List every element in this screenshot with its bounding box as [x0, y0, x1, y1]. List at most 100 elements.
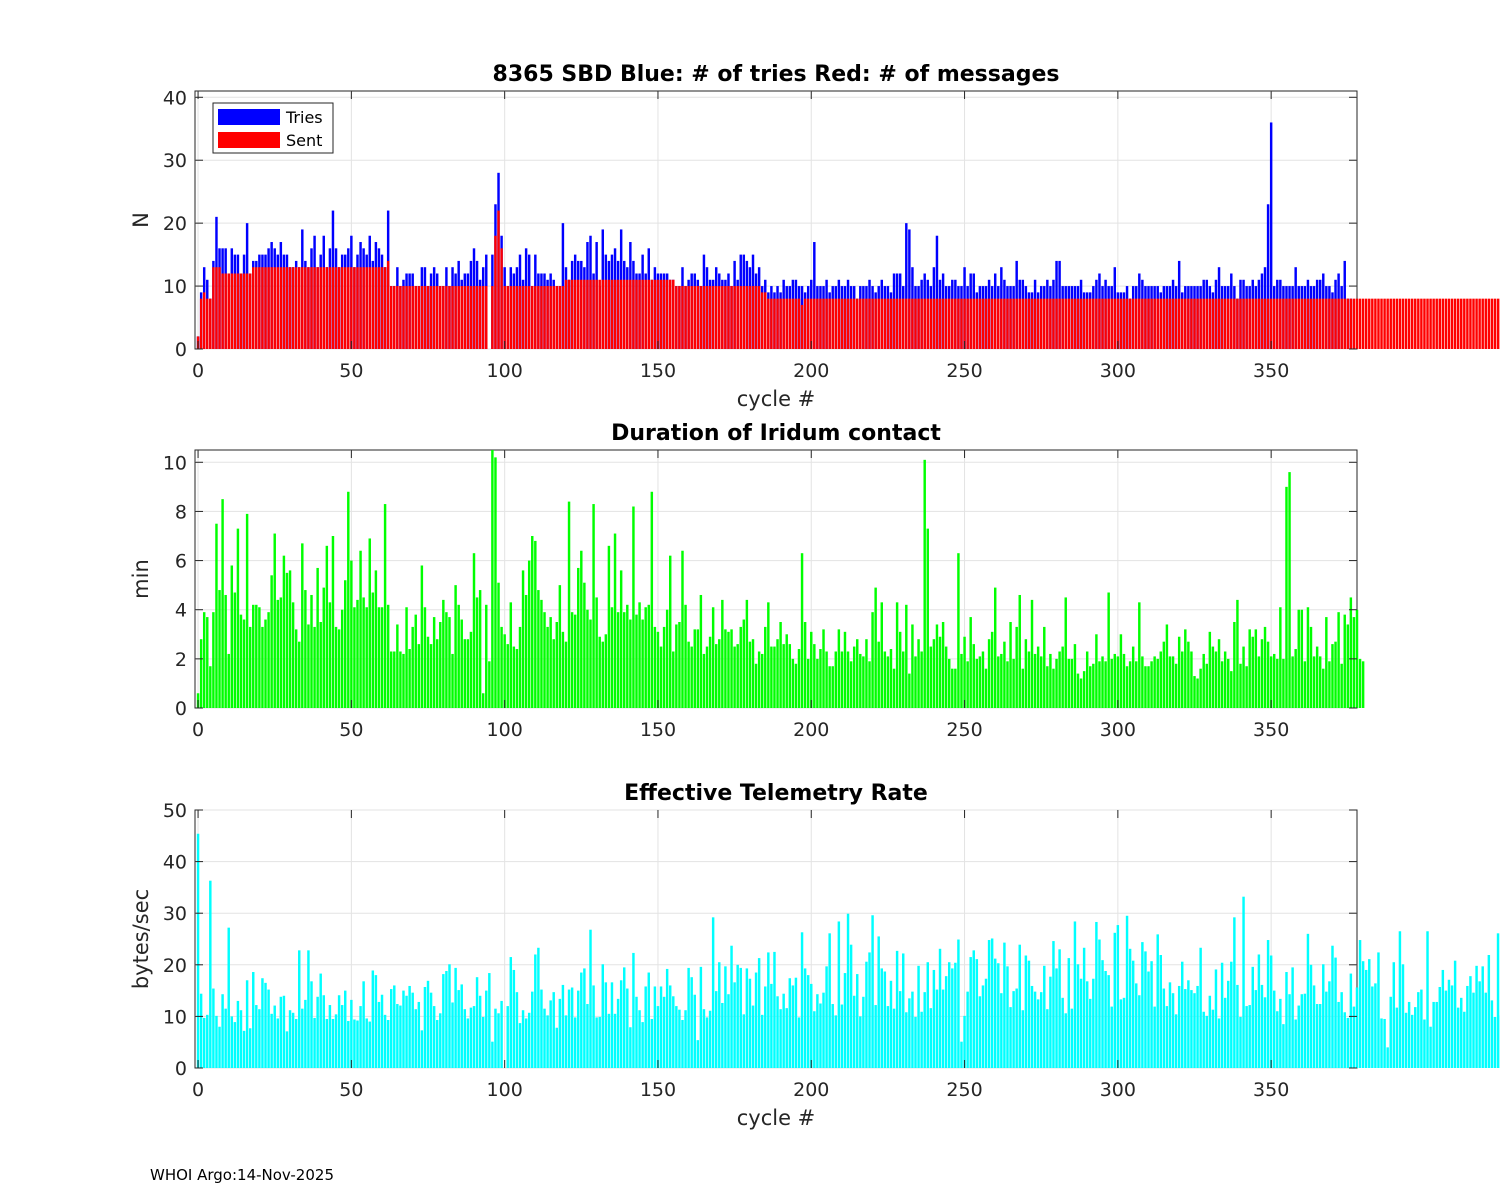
bar-duration: [1165, 624, 1169, 708]
x-tick-label: 300: [1100, 360, 1136, 382]
bar-sent: [423, 286, 427, 349]
bar-sent: [760, 292, 764, 349]
bar-rate: [705, 1017, 709, 1068]
bar-rate: [481, 1016, 485, 1068]
chart-title-2: Duration of Iridum contact: [611, 421, 941, 446]
bar-duration: [1110, 658, 1113, 708]
bar-duration: [877, 641, 880, 708]
bar-duration: [852, 646, 856, 708]
bar-duration: [491, 450, 494, 708]
bar-sent: [990, 298, 994, 349]
bar-sent: [1456, 298, 1460, 349]
bar-rate: [871, 915, 874, 1068]
bar-sent: [212, 267, 215, 349]
bar-duration: [1337, 612, 1340, 708]
bar-duration: [727, 631, 730, 708]
bar-duration: [834, 651, 838, 708]
bar-duration: [334, 626, 338, 708]
bar-duration: [1177, 636, 1181, 708]
bar-rate: [1453, 960, 1457, 1068]
bar-duration: [785, 634, 788, 708]
bar-duration: [1024, 639, 1028, 708]
bar-duration: [892, 668, 896, 708]
bar-duration: [1315, 646, 1319, 708]
bar-duration: [1248, 629, 1251, 708]
bar-sent: [708, 286, 712, 349]
bar-duration: [1061, 646, 1064, 708]
bar-rate: [396, 1004, 399, 1068]
bar-sent: [1150, 298, 1153, 349]
bar-sent: [546, 286, 549, 349]
bar-duration: [1119, 634, 1123, 708]
bar-rate: [1196, 985, 1199, 1068]
bar-sent: [1364, 298, 1368, 349]
bar-sent: [1147, 298, 1150, 349]
bar-rate: [307, 950, 310, 1068]
bar-rate: [963, 1015, 966, 1068]
bar-duration: [1138, 602, 1141, 708]
bar-rate: [969, 957, 972, 1068]
bar-duration: [273, 533, 276, 708]
bar-rate: [1141, 942, 1144, 1068]
bar-rate: [224, 1008, 227, 1068]
bar-sent: [810, 298, 813, 349]
bar-sent: [653, 279, 657, 349]
x-tick-label: 300: [1100, 719, 1136, 741]
bar-rate: [1276, 1011, 1279, 1068]
bar-duration: [1095, 634, 1098, 708]
bar-sent: [1438, 298, 1441, 349]
bar-rate: [1116, 925, 1120, 1068]
bar-duration: [905, 604, 908, 708]
bar-rate: [1239, 1016, 1242, 1068]
bar-duration: [757, 651, 761, 708]
bar-sent: [1285, 298, 1288, 349]
bar-duration: [279, 597, 283, 708]
bar-rate: [978, 996, 982, 1068]
bar-sent: [800, 304, 804, 349]
bar-duration: [426, 636, 430, 708]
bar-duration: [1003, 641, 1006, 708]
bar-rate: [984, 978, 988, 1068]
bar-rate: [414, 1009, 417, 1068]
bar-duration: [1122, 653, 1126, 708]
bar-duration: [767, 602, 770, 708]
bar-rate: [1000, 993, 1003, 1068]
bar-sent: [681, 286, 684, 349]
bar-duration: [1288, 472, 1291, 708]
bar-sent: [1162, 298, 1166, 349]
bar-duration: [1361, 661, 1365, 708]
x-tick-label: 200: [793, 1079, 829, 1101]
bar-sent: [1414, 298, 1417, 349]
bar-sent: [236, 273, 240, 349]
bar-rate: [1205, 1015, 1208, 1068]
bar-rate: [714, 991, 718, 1068]
bar-sent: [1205, 298, 1208, 349]
bar-rate: [475, 977, 479, 1068]
bar-sent: [518, 286, 522, 349]
bar-rate: [362, 981, 365, 1068]
bar-sent: [1021, 298, 1025, 349]
bar-rate: [1414, 1007, 1417, 1068]
bar-sent: [1089, 298, 1092, 349]
bar-sent: [785, 298, 788, 349]
bar-sent: [1177, 298, 1181, 349]
bar-rate: [629, 1027, 632, 1068]
bar-rate: [788, 978, 792, 1068]
bar-rate: [895, 950, 899, 1068]
bar-rate: [932, 969, 936, 1068]
bar-duration: [941, 622, 945, 708]
bar-sent: [285, 267, 289, 349]
bar-duration: [586, 609, 589, 708]
bar-rate: [736, 964, 739, 1068]
bar-sent: [209, 298, 212, 349]
bar-sent: [1230, 298, 1233, 349]
bar-duration: [242, 619, 246, 708]
bar-rate: [1144, 951, 1147, 1068]
bar-duration: [1018, 594, 1021, 708]
bar-duration: [902, 651, 905, 708]
bar-duration: [629, 619, 632, 708]
bar-sent: [583, 279, 586, 349]
bar-rate: [340, 1005, 344, 1068]
bar-rate: [285, 1031, 289, 1068]
bar-duration: [813, 644, 816, 708]
